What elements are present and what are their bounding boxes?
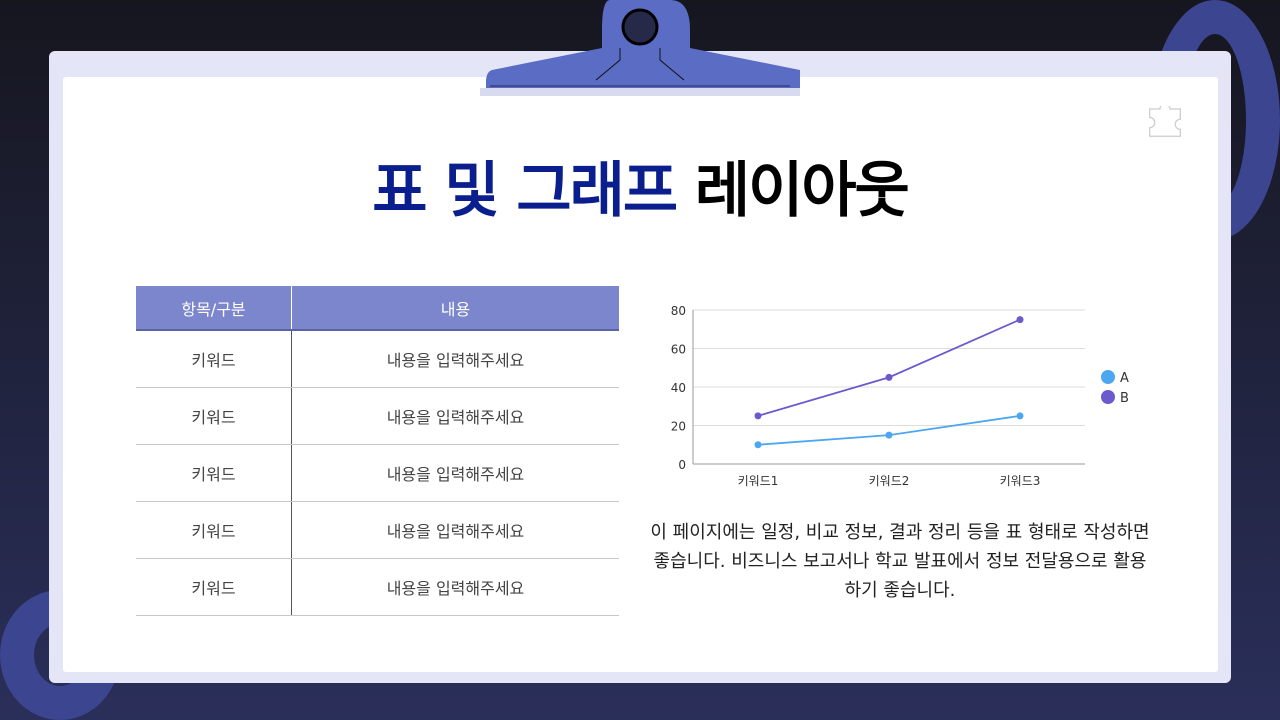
cell: 내용을 입력해주세요 bbox=[291, 387, 619, 445]
data-table: 항목/구분 내용 키워드 내용을 입력해주세요 키워드 내용을 입력해주세요 키워드 내… bbox=[136, 286, 619, 616]
legend-marker-A bbox=[1101, 370, 1115, 384]
data-point-B bbox=[885, 373, 893, 381]
series-line-B bbox=[757, 318, 1021, 417]
title-black: 레이아웃 bbox=[694, 156, 910, 226]
cell: 키워드 bbox=[136, 444, 292, 502]
table-row: 키워드 내용을 입력해주세요 bbox=[136, 444, 619, 502]
puzzle-icon bbox=[1149, 106, 1181, 137]
table-row: 키워드 내용을 입력해주세요 bbox=[136, 330, 619, 388]
y-tick-label: 60 bbox=[671, 343, 686, 357]
legend-marker-B bbox=[1101, 390, 1115, 404]
data-point-B bbox=[1016, 316, 1024, 324]
cell: 키워드 bbox=[136, 501, 292, 559]
cell: 내용을 입력해주세요 bbox=[291, 330, 619, 388]
description: 이 페이지에는 일정, 비교 정보, 결과 정리 등을 표 형태로 작성하면 좋… bbox=[650, 522, 1150, 601]
cell: 키워드 bbox=[136, 330, 292, 388]
x-tick-label: 키워드2 bbox=[869, 474, 910, 488]
cell: 내용을 입력해주세요 bbox=[291, 444, 619, 502]
table-row: 키워드 내용을 입력해주세요 bbox=[136, 558, 619, 616]
header-cell: 항목/구분 bbox=[136, 286, 292, 331]
data-point-A bbox=[754, 441, 762, 449]
y-tick-label: 80 bbox=[671, 304, 686, 318]
page-title: 표 및 그래프 레이아웃 bbox=[0, 142, 1280, 229]
legend-label-B: B bbox=[1120, 391, 1129, 406]
legend-label-A: A bbox=[1120, 371, 1129, 386]
x-tick-label: 키워드3 bbox=[1000, 474, 1041, 488]
data-point-A bbox=[885, 431, 893, 439]
series-line-A bbox=[757, 414, 1021, 446]
y-tick-label: 0 bbox=[678, 458, 686, 472]
clip-icon bbox=[480, 0, 800, 96]
table-row: 키워드 내용을 입력해주세요 bbox=[136, 501, 619, 559]
cell: 키워드 bbox=[136, 558, 292, 616]
header-cell: 내용 bbox=[291, 286, 619, 331]
y-tick-label: 20 bbox=[671, 420, 686, 434]
y-tick-label: 40 bbox=[671, 381, 686, 395]
title-blue: 표 및 그래프 bbox=[372, 156, 678, 226]
cell: 내용을 입력해주세요 bbox=[291, 558, 619, 616]
cell: 내용을 입력해주세요 bbox=[291, 501, 619, 559]
cell: 키워드 bbox=[136, 387, 292, 445]
data-point-A bbox=[1016, 412, 1024, 420]
table-row: 키워드 내용을 입력해주세요 bbox=[136, 387, 619, 445]
data-point-B bbox=[754, 412, 762, 420]
x-tick-label: 키워드1 bbox=[738, 474, 779, 488]
